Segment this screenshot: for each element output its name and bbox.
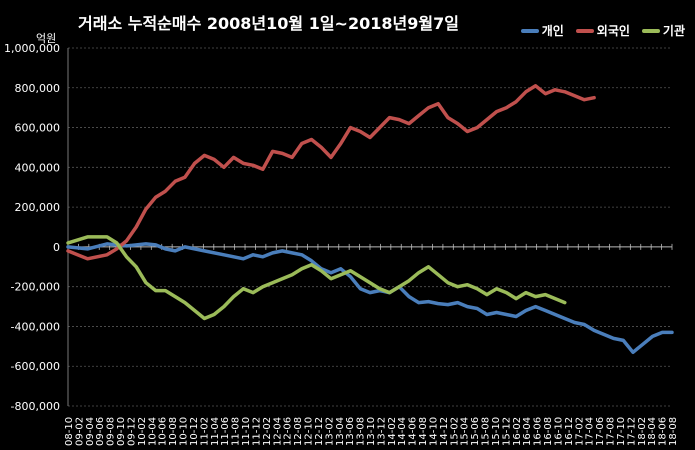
x-tick-label: 17-06 bbox=[595, 417, 606, 446]
x-tick-label: 13-06 bbox=[345, 417, 356, 446]
x-tick-label: 15-12 bbox=[501, 417, 512, 446]
x-tick-label: 14-04 bbox=[397, 417, 408, 446]
x-tick-label: 11-04 bbox=[210, 417, 221, 446]
y-tick-label: 1,000,000 bbox=[4, 42, 60, 55]
x-tick-label: 15-10 bbox=[491, 417, 502, 446]
series-line-1 bbox=[66, 84, 596, 261]
x-tick-label: 16-02 bbox=[512, 417, 523, 446]
x-tick-label: 14-08 bbox=[418, 417, 429, 446]
legend-item-institution: 기관 bbox=[641, 22, 685, 39]
x-tick-label: 11-06 bbox=[220, 417, 231, 446]
x-tick-label: 09-10 bbox=[116, 417, 127, 446]
x-tick-label: 13-02 bbox=[324, 417, 335, 446]
x-tick-label: 12-08 bbox=[293, 417, 304, 446]
y-tick-label: 800,000 bbox=[15, 82, 61, 95]
x-tick-label: 13-08 bbox=[356, 417, 367, 446]
x-tick-label: 13-04 bbox=[335, 417, 346, 446]
series-line-0 bbox=[66, 242, 674, 355]
x-tick-label: 17-04 bbox=[585, 417, 596, 446]
x-tick-label: 14-12 bbox=[439, 417, 450, 446]
y-tick-label: -800,000 bbox=[11, 400, 60, 413]
x-tick-label: 14-06 bbox=[408, 417, 419, 446]
x-tick-label: 12-10 bbox=[304, 417, 315, 446]
series-layer bbox=[66, 84, 674, 355]
x-tick-label: 16-04 bbox=[522, 417, 533, 446]
x-tick-label: 17-12 bbox=[626, 417, 637, 446]
x-tick-label: 10-02 bbox=[137, 417, 148, 446]
x-tick-label: 11-10 bbox=[241, 417, 252, 446]
x-tick-label: 13-12 bbox=[376, 417, 387, 446]
y-axis-ticks: -800,000 -600,000 -400,000 -200,000 0 200,000… bbox=[4, 42, 60, 413]
x-tick-label: 09-04 bbox=[85, 417, 96, 446]
x-tick-label: 16-06 bbox=[533, 417, 544, 446]
y-tick-label: 0 bbox=[53, 241, 60, 254]
x-tick-label: 10-08 bbox=[168, 417, 179, 446]
x-tick-label: 09-06 bbox=[95, 417, 106, 446]
x-tick-label: 09-08 bbox=[106, 417, 117, 446]
x-tick-label: 15-06 bbox=[470, 417, 481, 446]
x-tick-label: 16-10 bbox=[553, 417, 564, 446]
x-axis-ticks: 08-10 09-02 09-04 09-06 09-08 09-10 09-12 10-02… bbox=[64, 417, 679, 446]
x-tick-label: 14-10 bbox=[428, 417, 439, 446]
legend-label-individual: 개인 bbox=[541, 24, 564, 38]
x-tick-label: 09-12 bbox=[126, 417, 137, 446]
series-line-2 bbox=[66, 235, 567, 321]
x-tick-label: 17-10 bbox=[616, 417, 627, 446]
x-tick-label: 15-04 bbox=[460, 417, 471, 446]
x-tick-label: 15-08 bbox=[481, 417, 492, 446]
x-tick-label: 09-02 bbox=[74, 417, 85, 446]
legend-swatch-institution bbox=[641, 28, 660, 33]
x-tick-label: 11-02 bbox=[199, 417, 210, 446]
unit-label: 억원 bbox=[36, 32, 57, 45]
x-tick-label: 17-02 bbox=[574, 417, 585, 446]
grid-layer bbox=[67, 47, 673, 407]
legend-label-foreign: 외국인 bbox=[596, 24, 630, 38]
x-tick-label: 17-08 bbox=[606, 417, 617, 446]
x-tick-label: 10-12 bbox=[189, 417, 200, 446]
x-tick-label: 10-10 bbox=[179, 417, 190, 446]
y-tick-label: 400,000 bbox=[15, 161, 61, 174]
legend: 개인 외국인 기관 bbox=[520, 22, 685, 39]
legend-label-institution: 기관 bbox=[662, 24, 685, 38]
chart-title: 거래소 누적순매수 2008년10월 1일~2018년9월7일 bbox=[78, 14, 459, 33]
legend-swatch-individual bbox=[520, 28, 539, 33]
y-tick-label: -200,000 bbox=[11, 281, 60, 294]
x-tick-label: 13-10 bbox=[366, 417, 377, 446]
x-tick-label: 12-02 bbox=[262, 417, 273, 446]
x-tick-label: 15-02 bbox=[449, 417, 460, 446]
legend-item-foreign: 외국인 bbox=[575, 22, 630, 39]
legend-swatch-foreign bbox=[575, 28, 594, 33]
x-tick-label: 08-10 bbox=[64, 417, 75, 446]
x-tick-label: 18-04 bbox=[647, 417, 658, 446]
x-tick-label: 18-08 bbox=[668, 417, 679, 446]
legend-item-individual: 개인 bbox=[520, 22, 564, 39]
x-tick-label: 18-02 bbox=[637, 417, 648, 446]
x-tick-label: 10-06 bbox=[158, 417, 169, 446]
x-tick-label: 12-12 bbox=[314, 417, 325, 446]
x-tick-label: 12-04 bbox=[272, 417, 283, 446]
x-tick-label: 11-12 bbox=[251, 417, 262, 446]
x-tick-label: 11-08 bbox=[231, 417, 242, 446]
y-tick-label: 200,000 bbox=[15, 201, 61, 214]
x-tick-label: 12-06 bbox=[283, 417, 294, 446]
x-tick-label: 14-02 bbox=[387, 417, 398, 446]
y-tick-label: -400,000 bbox=[11, 320, 60, 333]
x-tick-label: 18-06 bbox=[658, 417, 669, 446]
x-tick-label: 16-12 bbox=[564, 417, 575, 446]
y-tick-label: 600,000 bbox=[15, 122, 61, 135]
x-tick-label: 10-04 bbox=[147, 417, 158, 446]
y-tick-label: -600,000 bbox=[11, 360, 60, 373]
x-tick-label: 16-08 bbox=[543, 417, 554, 446]
